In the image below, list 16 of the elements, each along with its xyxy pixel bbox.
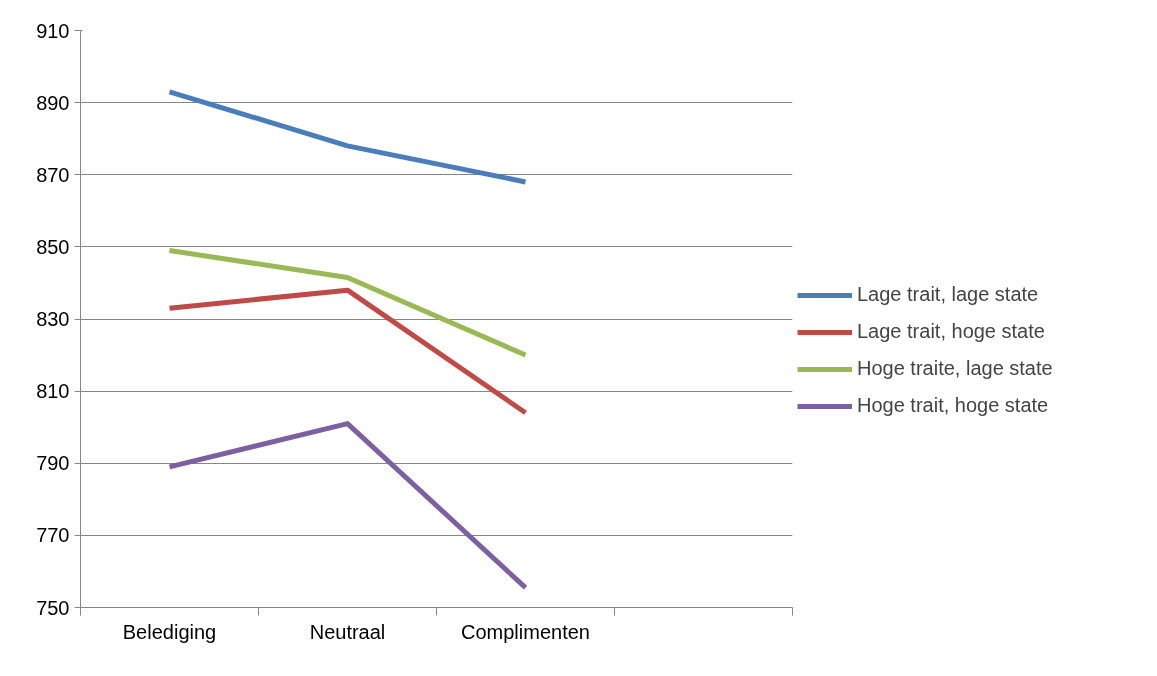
legend-label: Hoge traite, lage state bbox=[857, 357, 1053, 380]
y-tick-label: 890 bbox=[36, 91, 70, 114]
legend-label: Lage trait, hoge state bbox=[857, 320, 1045, 343]
x-tick-label: Belediging bbox=[122, 620, 217, 643]
y-tick-label: 910 bbox=[36, 19, 70, 42]
legend-label: Hoge trait, hoge state bbox=[857, 394, 1049, 417]
y-tick-label: 770 bbox=[36, 524, 70, 547]
y-tick-label: 790 bbox=[36, 452, 70, 475]
x-tick-label: Complimenten bbox=[461, 620, 590, 643]
legend-label: Lage trait, lage state bbox=[857, 283, 1039, 306]
y-tick-label: 850 bbox=[36, 235, 70, 258]
x-tick-label: Neutraal bbox=[309, 620, 386, 643]
y-tick-label: 870 bbox=[36, 163, 70, 186]
y-tick-label: 830 bbox=[36, 308, 70, 330]
y-tick-label: 750 bbox=[36, 596, 70, 619]
y-tick-label: 810 bbox=[36, 380, 70, 403]
